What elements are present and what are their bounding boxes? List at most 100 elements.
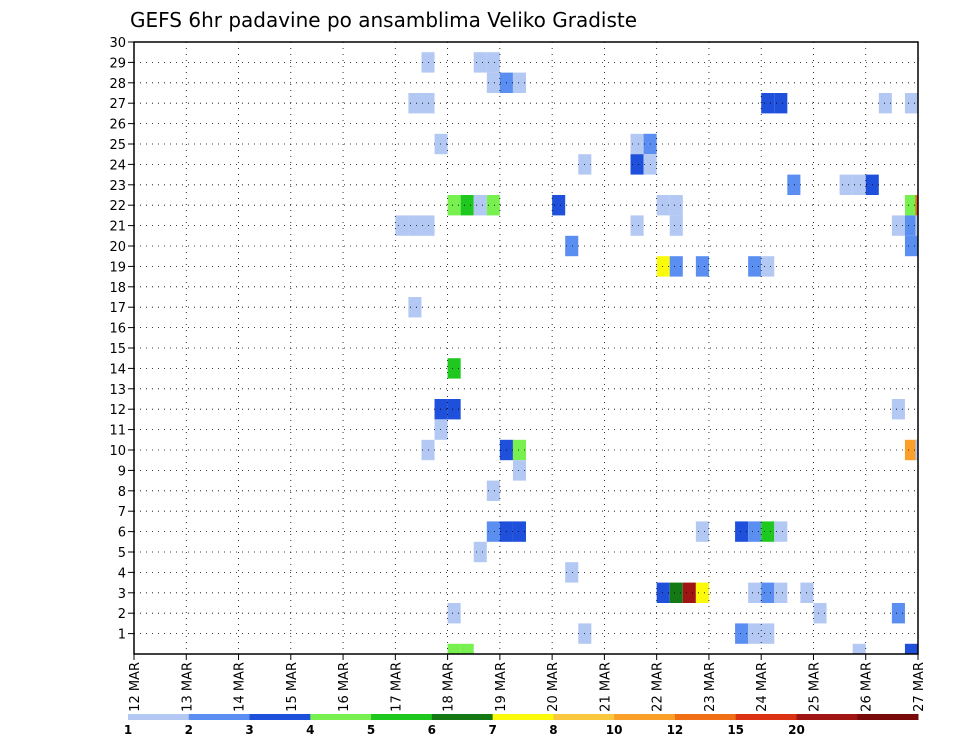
data-cell — [473, 195, 487, 216]
y-tick-label: 1 — [118, 628, 126, 643]
legend-label: 12 — [667, 723, 684, 737]
y-tick-label: 22 — [109, 199, 126, 214]
data-cell — [891, 215, 905, 236]
data-cell — [748, 582, 762, 603]
legend-label: 4 — [306, 723, 314, 737]
data-cell — [735, 623, 749, 644]
data-cell — [669, 195, 683, 216]
legend-label: 7 — [488, 723, 496, 737]
y-tick-label: 12 — [109, 403, 126, 418]
x-tick-label: 24 MAR — [755, 662, 770, 712]
data-cell — [695, 256, 709, 277]
data-cell — [695, 521, 709, 542]
data-cell — [460, 643, 474, 654]
legend-label: 3 — [245, 723, 253, 737]
data-cell — [512, 521, 526, 542]
y-tick-label: 25 — [109, 138, 126, 153]
y-tick-label: 23 — [109, 179, 126, 194]
data-cell — [408, 297, 422, 318]
data-cell — [512, 439, 526, 461]
data-cell — [761, 521, 775, 542]
x-tick-label: 26 MAR — [860, 662, 875, 712]
data-cell — [447, 643, 461, 654]
data-cell — [852, 174, 866, 195]
data-cell — [695, 582, 709, 603]
data-cell — [682, 582, 696, 603]
legend-swatch — [371, 714, 433, 720]
x-tick-label: 18 MAR — [442, 662, 457, 712]
data-cell — [656, 195, 670, 216]
y-tick-label: 17 — [109, 301, 126, 316]
legend-swatch — [188, 714, 251, 720]
data-cell — [748, 256, 762, 277]
legend-swatch — [553, 714, 615, 720]
data-cell — [486, 521, 500, 542]
y-tick-label: 15 — [109, 342, 126, 357]
legend-swatch — [735, 714, 797, 720]
data-cell — [774, 521, 788, 542]
x-tick-label: 20 MAR — [546, 662, 561, 712]
data-cell — [565, 235, 579, 257]
y-tick-label: 24 — [109, 158, 126, 173]
data-cell — [552, 195, 566, 216]
data-cell — [669, 215, 683, 236]
data-cell — [656, 256, 670, 277]
x-tick-label: 23 MAR — [703, 662, 718, 712]
y-tick-label: 26 — [109, 118, 126, 133]
x-tick-label: 21 MAR — [598, 662, 613, 712]
data-cell — [774, 93, 788, 114]
data-cell — [904, 93, 918, 114]
x-tick-label: 19 MAR — [494, 662, 509, 712]
y-tick-label: 30 — [109, 36, 126, 51]
y-tick-label: 9 — [118, 464, 126, 479]
legend-swatch — [431, 714, 494, 720]
y-tick-label: 18 — [109, 281, 126, 296]
data-cell — [891, 603, 905, 624]
data-cell — [473, 52, 487, 73]
y-tick-label: 13 — [109, 383, 126, 398]
y-tick-label: 2 — [118, 607, 126, 622]
y-tick-label: 7 — [118, 505, 126, 520]
legend-swatch — [614, 714, 676, 720]
data-cell — [408, 215, 422, 236]
data-cell — [813, 603, 827, 624]
legend-label: 10 — [606, 723, 623, 737]
y-tick-label: 6 — [118, 526, 126, 541]
data-cell — [565, 562, 579, 583]
data-cell — [669, 582, 683, 603]
legend-swatch — [674, 714, 737, 720]
x-tick-label: 13 MAR — [180, 662, 195, 712]
data-cell — [891, 399, 905, 420]
y-tick-label: 19 — [109, 260, 126, 275]
data-cell — [408, 93, 422, 114]
y-tick-label: 21 — [109, 220, 126, 235]
data-cell — [434, 419, 448, 440]
data-cell — [761, 93, 775, 114]
data-cell — [395, 215, 409, 236]
data-cell — [460, 195, 474, 216]
data-cell — [915, 439, 918, 461]
data-cell — [904, 215, 918, 236]
data-cell — [748, 623, 762, 644]
x-tick-label: 22 MAR — [651, 662, 666, 712]
data-cell — [486, 72, 500, 93]
y-tick-label: 10 — [109, 444, 126, 459]
x-tick-label: 25 MAR — [807, 662, 822, 712]
legend-label: 2 — [185, 723, 193, 737]
data-cell — [839, 174, 853, 195]
data-cell — [761, 256, 775, 277]
data-cell — [473, 541, 487, 563]
y-tick-label: 4 — [118, 566, 126, 581]
data-cell — [447, 603, 461, 624]
data-cell — [878, 93, 892, 114]
data-cell — [761, 582, 775, 603]
x-tick-label: 16 MAR — [337, 662, 352, 712]
x-tick-label: 12 MAR — [128, 662, 143, 712]
data-cell — [434, 399, 448, 420]
y-tick-label: 11 — [109, 424, 126, 439]
legend-swatch — [857, 714, 919, 720]
legend-swatch — [128, 714, 190, 720]
legend-label: 8 — [549, 723, 557, 737]
y-tick-label: 29 — [109, 56, 126, 71]
chart-title: GEFS 6hr padavine po ansamblima Veliko G… — [130, 8, 637, 32]
